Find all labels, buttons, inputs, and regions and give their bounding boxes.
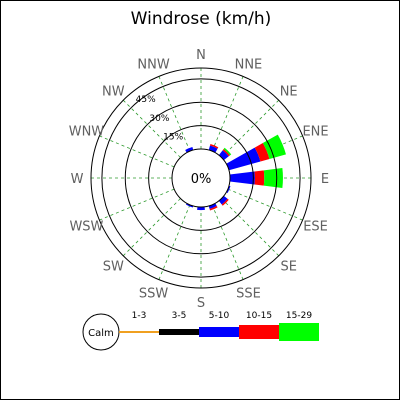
wedge-nne-5-10 bbox=[208, 145, 218, 153]
legend-label-1-3: 1-3 bbox=[132, 311, 147, 321]
direction-label-se: SE bbox=[280, 260, 296, 275]
wedge-e-15-29 bbox=[263, 168, 283, 188]
spoke-wsw bbox=[99, 188, 175, 221]
spoke-se bbox=[221, 198, 280, 257]
ring-30 bbox=[124, 101, 278, 255]
direction-label-s: S bbox=[197, 296, 205, 311]
direction-labels: 15% 30% 45% N NNE NE ENE E ESE SE SSE S SSW SW WSW W WNW… bbox=[69, 48, 329, 311]
direction-label-ene: ENE bbox=[302, 125, 328, 140]
ring-circles bbox=[90, 67, 312, 289]
spoke-ese bbox=[227, 188, 303, 221]
wedge-ene-15-29 bbox=[262, 134, 286, 159]
direction-label-ne: NE bbox=[280, 84, 298, 99]
wedge-nne-10-15 bbox=[210, 144, 219, 149]
legend-swatch-5-10 bbox=[199, 327, 239, 337]
wedge-ne-15-29 bbox=[223, 147, 232, 156]
calm-circle bbox=[171, 148, 231, 208]
direction-label-n: N bbox=[196, 48, 206, 63]
ring-label-45: 45% bbox=[136, 95, 156, 105]
spoke-ssw bbox=[158, 204, 191, 280]
speed-legend: Calm 1-3 3-5 5-10 10-15 15-29 bbox=[82, 311, 319, 351]
direction-label-wnw: WNW bbox=[69, 125, 105, 140]
legend-label-3-5: 3-5 bbox=[172, 311, 187, 321]
direction-label-nw: NW bbox=[102, 84, 125, 99]
direction-label-w: W bbox=[71, 172, 84, 187]
ring-outer bbox=[90, 67, 312, 289]
direction-label-ssw: SSW bbox=[139, 287, 169, 302]
wedge-s-5-10 bbox=[197, 206, 205, 211]
wedge-ne-10-15 bbox=[222, 149, 230, 157]
legend-swatch-1-3 bbox=[119, 331, 159, 333]
chart-title: Windrose (km/h) bbox=[131, 9, 272, 29]
direction-label-wsw: WSW bbox=[69, 219, 103, 234]
spoke-nw bbox=[122, 99, 181, 158]
spoke-sse bbox=[211, 204, 244, 280]
wedge-nnw-5-10 bbox=[185, 147, 194, 153]
direction-label-nne: NNE bbox=[235, 57, 263, 72]
direction-label-e: E bbox=[321, 172, 329, 187]
ring-label-30: 30% bbox=[149, 114, 169, 124]
legend-swatch-15-29 bbox=[279, 323, 319, 341]
spoke-nnw bbox=[158, 76, 191, 152]
legend-swatch-3-5 bbox=[159, 329, 199, 335]
wedge-sse-10-15 bbox=[209, 205, 218, 211]
wedge-e-10-15 bbox=[254, 170, 265, 186]
ring-45 bbox=[101, 78, 301, 278]
direction-label-ese: ESE bbox=[303, 219, 328, 234]
legend-label-15-29: 15-29 bbox=[286, 311, 312, 321]
wind-wedges bbox=[185, 134, 286, 211]
spoke-nne bbox=[211, 76, 244, 152]
ring-15 bbox=[148, 125, 254, 231]
calm-percentage: 0% bbox=[191, 172, 212, 187]
spoke-sw bbox=[122, 198, 181, 257]
ring-label-15: 15% bbox=[163, 133, 183, 143]
wedge-ene-5-10 bbox=[226, 147, 261, 171]
legend-swatch-10-15 bbox=[239, 325, 279, 339]
direction-label-sse: SSE bbox=[236, 287, 261, 302]
wedge-e-5-10 bbox=[229, 171, 255, 185]
legend-calm-label: Calm bbox=[88, 328, 114, 339]
spoke-ne bbox=[221, 99, 280, 158]
legend-label-10-15: 10-15 bbox=[246, 311, 272, 321]
spoke-wnw bbox=[99, 135, 175, 168]
direction-label-nnw: NNW bbox=[137, 57, 169, 72]
legend-label-5-10: 5-10 bbox=[209, 311, 230, 321]
calm-circle-group: 0% bbox=[171, 148, 231, 208]
wedge-ne-5-10 bbox=[218, 150, 229, 161]
wedge-sse-5-10 bbox=[208, 203, 217, 209]
wedge-se-10-15 bbox=[221, 198, 229, 206]
wedge-se-5-10 bbox=[218, 195, 228, 205]
direction-label-sw: SW bbox=[103, 260, 124, 275]
wedge-ene-10-15 bbox=[254, 143, 270, 162]
